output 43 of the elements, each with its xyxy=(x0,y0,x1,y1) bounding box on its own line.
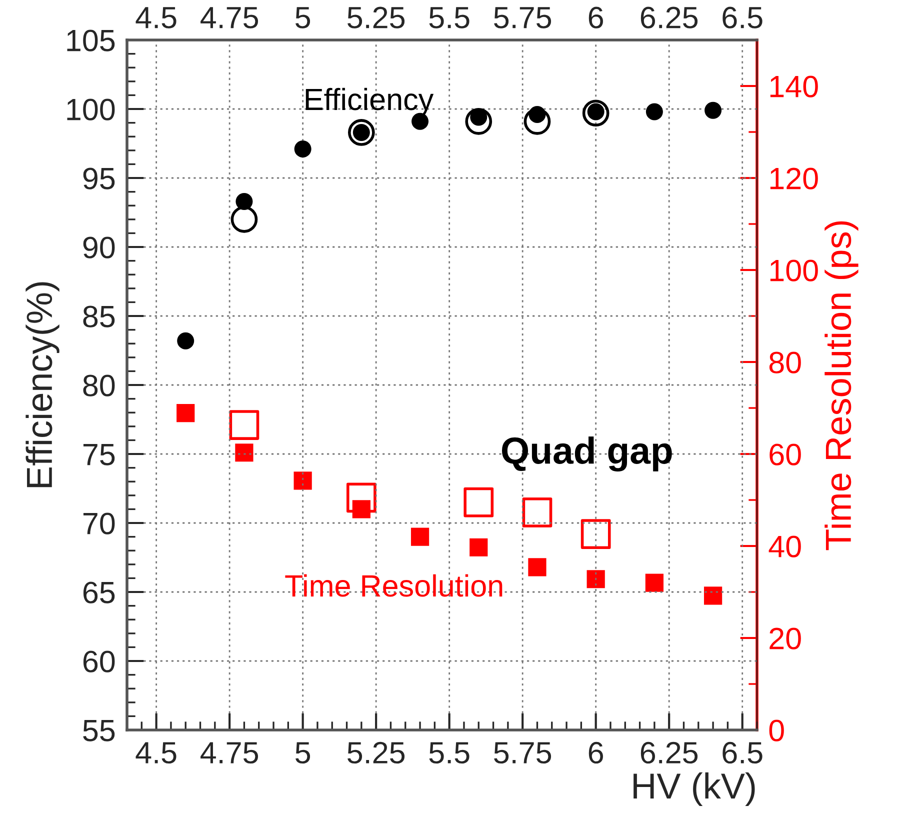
y2-axis-title: Time Resolution (ps) xyxy=(824,221,858,550)
y-tick-label: 55 xyxy=(83,720,115,742)
y-tick-label: 105 xyxy=(67,30,115,52)
x-axis-title: HV (kV) xyxy=(634,772,755,806)
x-tick-label: 5 xyxy=(296,7,310,28)
x-tick-label: 4.75 xyxy=(200,7,258,28)
x2-tick-label: 6.25 xyxy=(640,742,698,764)
annotation: Quad gap xyxy=(502,436,672,472)
y-tick-label: 95 xyxy=(83,168,115,190)
y2-tick-label: 80 xyxy=(769,352,801,374)
y-tick-label: 80 xyxy=(83,374,115,396)
y-tick-label: 90 xyxy=(83,236,115,258)
y2-tick-label: 100 xyxy=(770,260,818,282)
x2-tick-label: 5.75 xyxy=(494,742,552,764)
x2-tick-label: 4.5 xyxy=(136,742,176,764)
y-tick-label: 65 xyxy=(83,582,115,604)
y-tick-label: 70 xyxy=(83,512,115,534)
x-tick-label: 6 xyxy=(588,6,603,28)
x2-tick-label: 5.5 xyxy=(429,742,470,764)
x2-tick-label: 5 xyxy=(296,742,310,764)
x2-tick-label: 5.25 xyxy=(348,742,405,764)
y-tick-label: 85 xyxy=(83,306,115,328)
y-tick-label: 60 xyxy=(83,650,115,672)
annotation: Time Resolution xyxy=(285,574,502,597)
y2-tick-label: 40 xyxy=(768,536,801,558)
x2-tick-label: 4.75 xyxy=(200,742,258,764)
x-tick-label: 4.5 xyxy=(136,7,176,28)
x-tick-label: 6.5 xyxy=(722,6,762,28)
y2-tick-label: 0 xyxy=(769,720,784,742)
x-tick-label: 6.25 xyxy=(640,6,698,28)
x2-tick-label: 6.5 xyxy=(722,742,762,764)
y-axis-title: Efficiency(%) xyxy=(26,282,60,488)
y2-tick-label: 140 xyxy=(770,76,818,98)
y-tick-label: 75 xyxy=(83,444,115,466)
x-tick-label: 5.5 xyxy=(429,7,470,28)
x2-tick-label: 6 xyxy=(588,742,603,764)
y2-tick-label: 120 xyxy=(770,168,818,190)
x-tick-label: 5.25 xyxy=(348,6,405,28)
y2-tick-label: 60 xyxy=(770,444,801,466)
annotation: Efficiency xyxy=(306,88,434,116)
y-tick-label: 100 xyxy=(67,98,115,120)
y2-tick-label: 20 xyxy=(770,628,801,650)
x-tick-label: 5.75 xyxy=(494,7,552,28)
